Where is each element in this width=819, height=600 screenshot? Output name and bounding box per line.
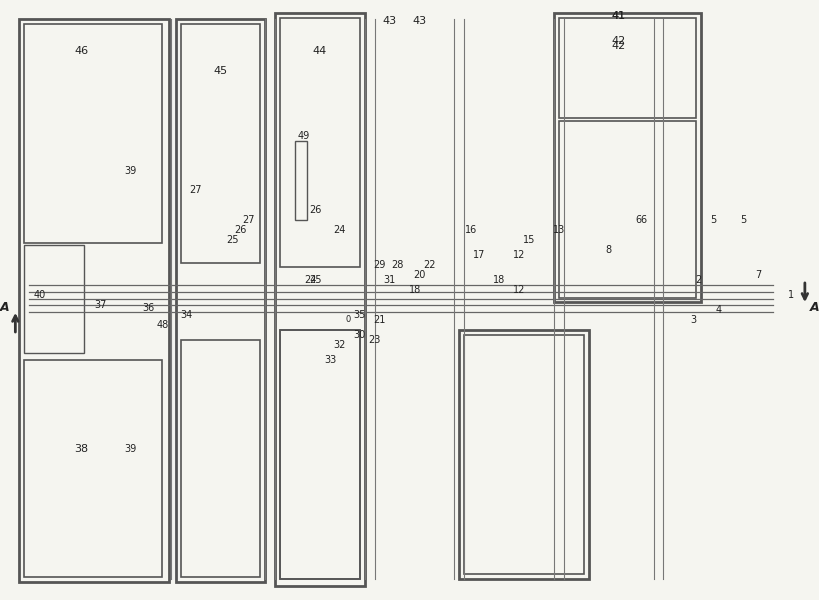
Text: 1: 1 [788, 290, 794, 300]
Bar [25, 24, 161, 243]
Bar [280, 18, 360, 267]
Bar [295, 141, 307, 220]
Bar [554, 13, 701, 302]
Text: 42: 42 [612, 36, 626, 46]
Text: 7: 7 [755, 270, 761, 280]
Text: 39: 39 [124, 166, 137, 176]
Text: 34: 34 [180, 310, 192, 320]
Bar [25, 360, 161, 577]
Bar [181, 340, 260, 577]
Text: 24: 24 [304, 275, 316, 285]
Text: 22: 22 [423, 260, 436, 270]
Text: 46: 46 [74, 46, 88, 56]
Text: 3: 3 [690, 315, 696, 325]
Text: 44: 44 [313, 46, 327, 56]
Text: 20: 20 [414, 270, 426, 280]
Text: 12: 12 [513, 250, 525, 260]
Text: 28: 28 [391, 260, 404, 270]
Text: 42: 42 [612, 41, 626, 51]
Text: 17: 17 [473, 250, 486, 260]
Text: 32: 32 [333, 340, 346, 350]
Bar [275, 13, 364, 586]
Text: 8: 8 [606, 245, 612, 255]
Text: 45: 45 [214, 66, 228, 76]
Bar [559, 18, 696, 118]
Text: 36: 36 [143, 303, 155, 313]
Text: 5: 5 [710, 215, 717, 226]
Bar [464, 335, 584, 574]
Text: 5: 5 [740, 215, 746, 226]
Text: 4: 4 [715, 305, 722, 315]
Text: 23: 23 [369, 335, 381, 345]
Text: 15: 15 [523, 235, 536, 245]
Bar [559, 121, 696, 298]
Text: 37: 37 [95, 300, 107, 310]
Text: 31: 31 [383, 275, 396, 285]
Text: 27: 27 [189, 185, 201, 196]
Text: 26: 26 [234, 226, 247, 235]
Text: 6: 6 [636, 215, 641, 226]
Text: 33: 33 [324, 355, 336, 365]
Bar [175, 19, 265, 582]
Text: 29: 29 [373, 260, 386, 270]
Text: 41: 41 [612, 11, 626, 21]
Bar [280, 330, 360, 579]
Text: A: A [810, 301, 819, 314]
Bar [20, 19, 169, 582]
Text: 26: 26 [309, 205, 321, 215]
Text: 43: 43 [382, 16, 396, 26]
Text: 35: 35 [354, 310, 366, 320]
Text: 25: 25 [309, 275, 321, 285]
Text: 6: 6 [640, 215, 647, 226]
Text: 18: 18 [409, 285, 421, 295]
Text: 12: 12 [513, 285, 525, 295]
Text: 27: 27 [242, 215, 255, 226]
Text: 16: 16 [465, 226, 477, 235]
Text: 41: 41 [612, 11, 626, 21]
Text: 43: 43 [413, 16, 427, 26]
Text: 18: 18 [493, 275, 505, 285]
Text: 2: 2 [695, 275, 701, 285]
Text: 39: 39 [124, 445, 137, 454]
Text: 30: 30 [354, 330, 366, 340]
Text: 24: 24 [333, 226, 346, 235]
Text: 38: 38 [74, 445, 88, 454]
Bar [280, 330, 360, 579]
Bar [459, 330, 589, 579]
Text: 40: 40 [33, 290, 45, 300]
Bar [25, 245, 84, 353]
Text: 25: 25 [226, 235, 238, 245]
Text: 48: 48 [156, 320, 169, 330]
Text: 49: 49 [298, 131, 310, 141]
Text: A: A [0, 301, 9, 314]
Bar [181, 24, 260, 263]
Text: 0: 0 [346, 316, 351, 325]
Text: 21: 21 [373, 315, 386, 325]
Text: 13: 13 [553, 226, 565, 235]
